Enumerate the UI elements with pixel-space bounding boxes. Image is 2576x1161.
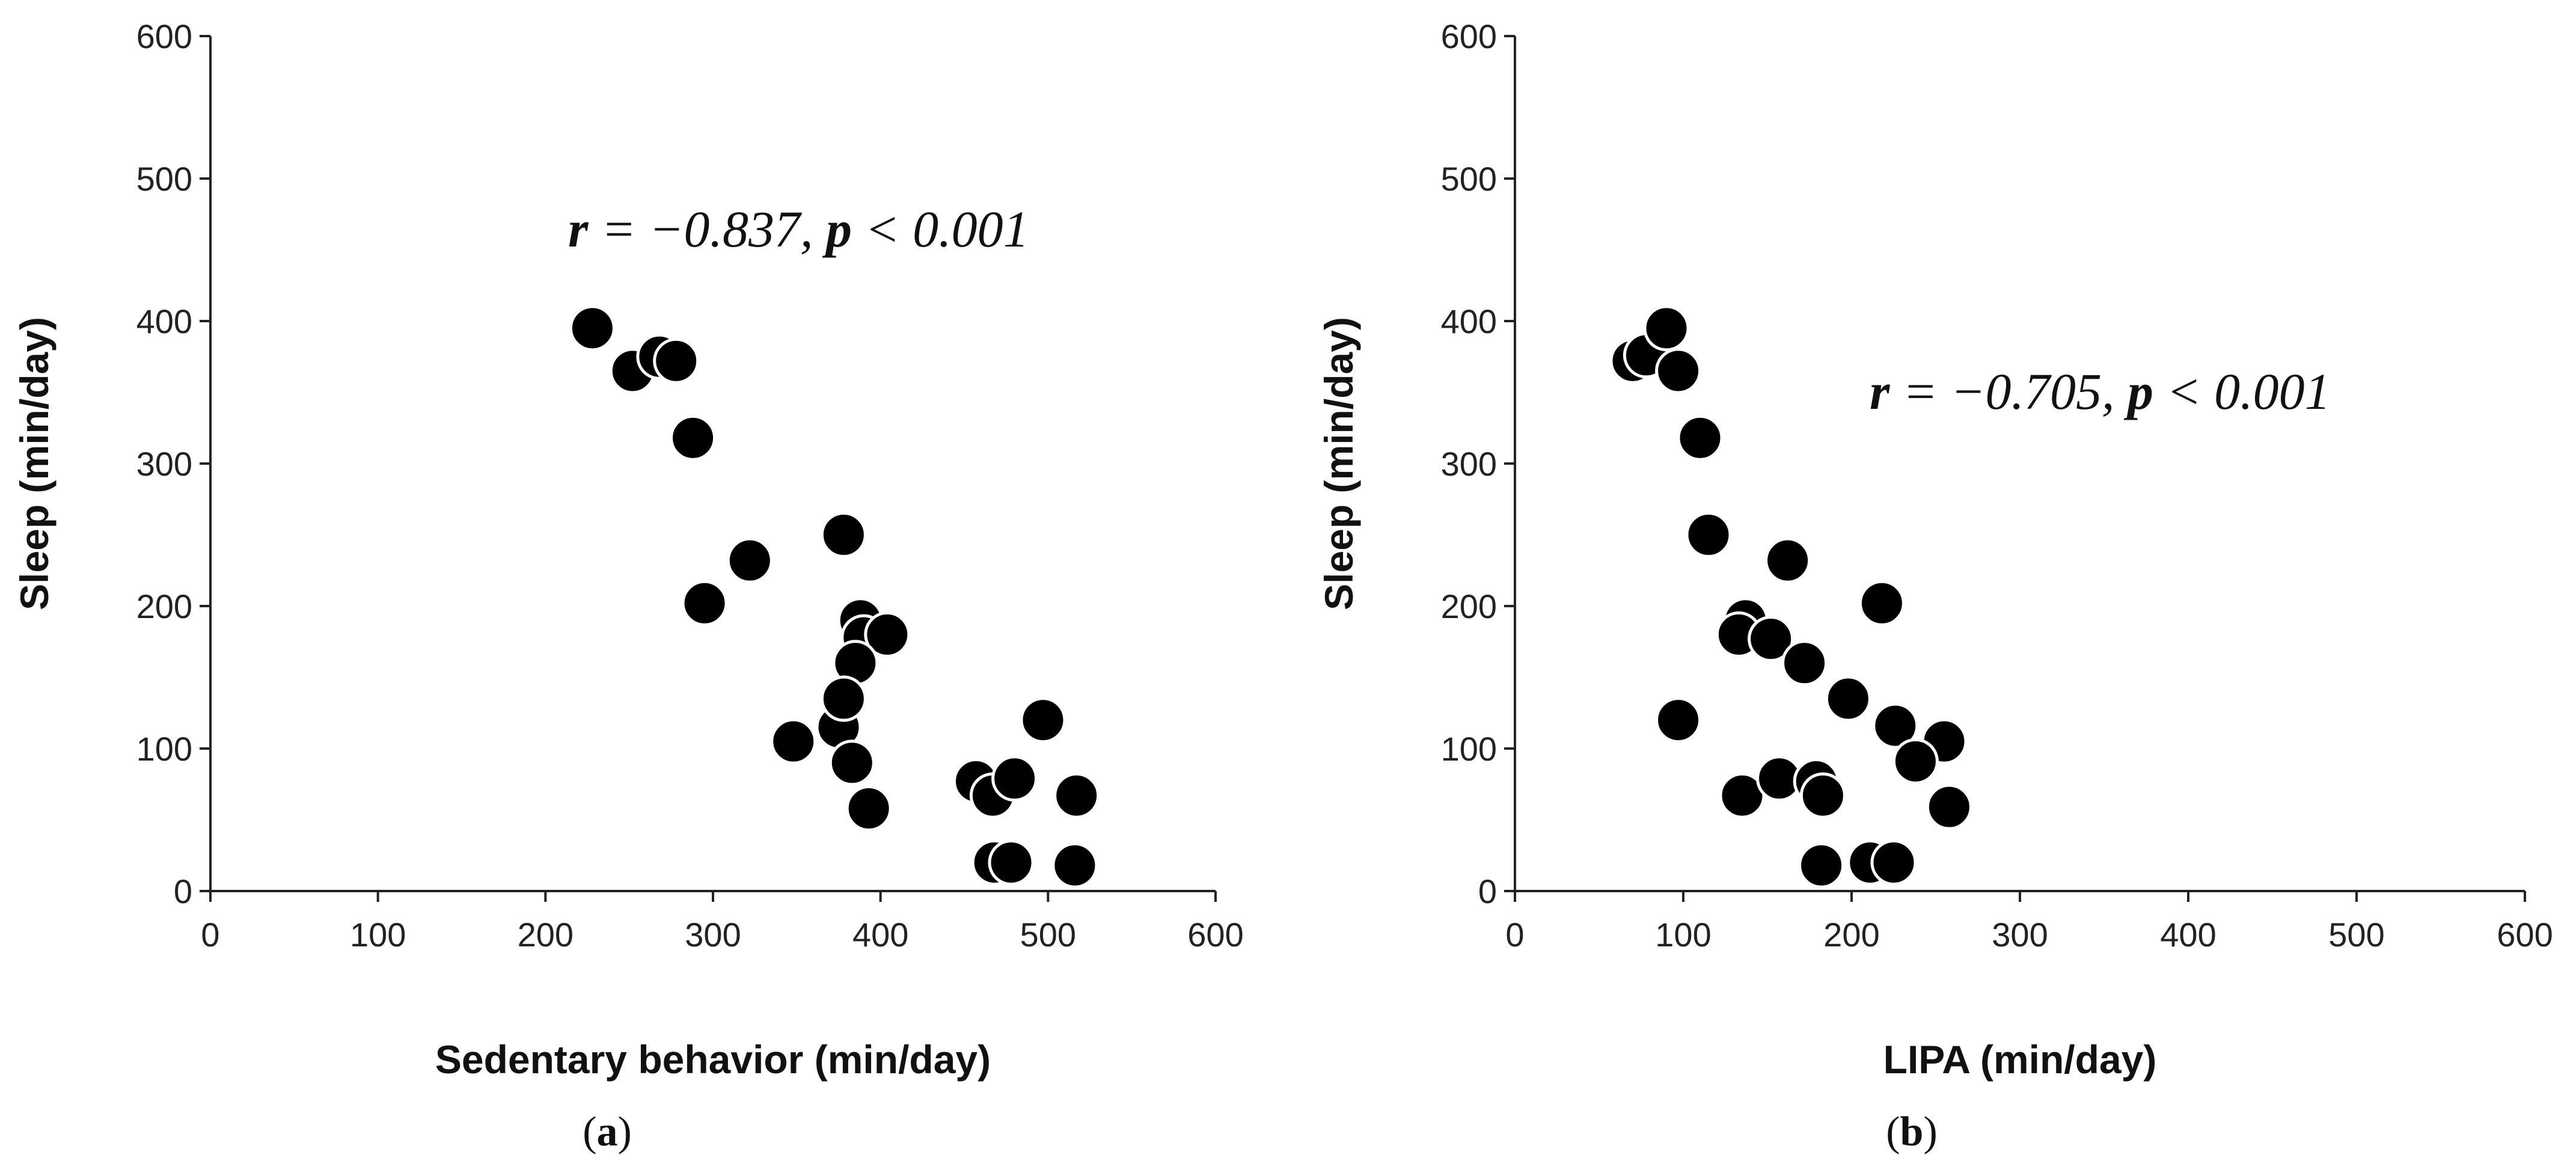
y-tick-label: 0: [1478, 872, 1497, 910]
data-point: [770, 718, 817, 765]
data-point: [1892, 738, 1939, 785]
y-tick-label: 300: [136, 445, 192, 483]
x-tick-label: 200: [1823, 916, 1879, 954]
y-axis-title: Sleep (min/day): [12, 317, 57, 610]
data-point: [726, 537, 773, 584]
data-point: [1053, 772, 1100, 819]
data-point: [1825, 675, 1871, 722]
x-tick-label: 0: [201, 916, 219, 954]
data-point: [1926, 783, 1972, 830]
panel-b-scatter-chart: 0 100 200 300 400 500 600 0 100 200 300 400 500 600 LI…: [1317, 17, 2553, 1155]
p-value: < 0.001: [2153, 363, 2331, 420]
x-tick-label: 500: [1020, 916, 1076, 954]
y-tick-label: 300: [1441, 445, 1497, 483]
y-tick-label: 100: [1441, 730, 1497, 768]
x-tick-label: 500: [2328, 916, 2384, 954]
data-point: [845, 785, 892, 832]
data-point: [1643, 305, 1690, 352]
y-tick-label: 500: [136, 160, 192, 198]
correlation-annotation: r = −0.837, p < 0.001: [568, 200, 1029, 258]
r-value: = −0.837,: [588, 200, 826, 258]
x-axis-title: Sedentary behavior (min/day): [435, 1037, 991, 1082]
data-point: [988, 839, 1035, 886]
data-point: [1798, 842, 1845, 889]
y-tick-label: 400: [1441, 302, 1497, 340]
data-point: [653, 337, 700, 384]
y-tick-label: 400: [136, 302, 192, 340]
x-tick-label: 300: [1992, 916, 2048, 954]
y-tick-label: 200: [1441, 587, 1497, 625]
x-tick-label: 0: [1505, 916, 1524, 954]
r-value: = −0.705,: [1889, 363, 2128, 420]
x-tick-label: 100: [1655, 916, 1711, 954]
data-point: [1872, 702, 1919, 749]
x-tick-label: 300: [685, 916, 741, 954]
data-point: [569, 305, 616, 352]
y-tick-label: 500: [1441, 160, 1497, 198]
data-point: [1020, 697, 1066, 744]
data-point: [1799, 772, 1846, 819]
y-tick-label: 600: [1441, 17, 1497, 55]
panel-a-scatter-chart: 0 100 200 300 400 500 600 0 100 200 300 400 500 600 Se…: [12, 17, 1244, 1155]
data-point: [1051, 842, 1098, 889]
r-symbol: r: [568, 200, 589, 258]
y-tick-label: 200: [136, 587, 192, 625]
data-point: [864, 611, 911, 658]
panel-label-letter: a: [597, 1109, 618, 1155]
x-tick-label: 400: [2160, 916, 2216, 954]
panel-label: (a): [583, 1109, 632, 1155]
data-point: [1685, 512, 1732, 558]
panel-label: (b): [1886, 1109, 1938, 1155]
r-symbol: r: [1870, 363, 1891, 420]
x-tick-label: 600: [2497, 916, 2553, 954]
correlation-annotation: r = −0.705, p < 0.001: [1870, 363, 2331, 420]
x-tick-label: 200: [518, 916, 574, 954]
data-point: [681, 580, 728, 626]
data-point: [1870, 839, 1917, 886]
data-point: [828, 740, 875, 786]
data-point: [1655, 348, 1702, 394]
data-point: [1858, 580, 1905, 626]
p-value: < 0.001: [852, 200, 1029, 258]
p-symbol: p: [822, 200, 852, 258]
data-point: [670, 414, 717, 461]
panel-label-letter: b: [1900, 1109, 1924, 1155]
data-point: [991, 755, 1038, 802]
x-tick-label: 100: [350, 916, 406, 954]
data-point: [820, 675, 867, 722]
data-point: [1781, 640, 1828, 687]
p-symbol: p: [2123, 363, 2153, 420]
y-tick-label: 100: [136, 730, 192, 768]
data-point: [1677, 414, 1724, 461]
data-point: [1764, 537, 1811, 584]
x-tick-label: 600: [1187, 916, 1243, 954]
x-tick-label: 400: [852, 916, 908, 954]
data-point: [1655, 697, 1702, 744]
data-point: [820, 512, 867, 558]
y-tick-label: 0: [174, 872, 192, 910]
data-point: [1748, 616, 1794, 663]
x-axis-title: LIPA (min/day): [1883, 1037, 2157, 1082]
y-tick-label: 600: [136, 17, 192, 55]
y-axis-title: Sleep (min/day): [1317, 317, 1361, 610]
